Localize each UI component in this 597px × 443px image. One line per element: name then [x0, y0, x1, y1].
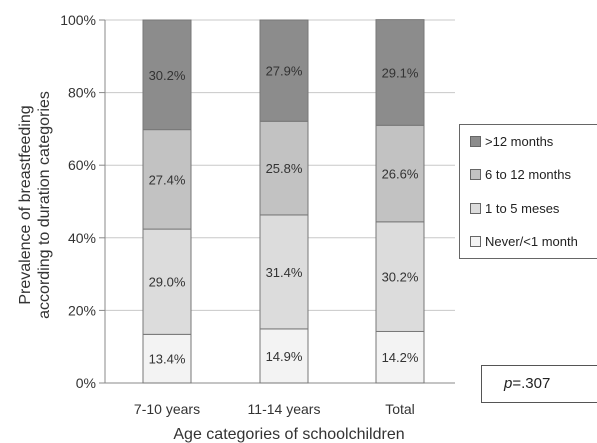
- legend-swatch: [470, 136, 481, 147]
- x-tick-label: 7-10 years: [134, 401, 200, 417]
- legend-item: >12 months: [470, 134, 553, 149]
- x-axis-label: Age categories of schoolchildren: [173, 426, 404, 443]
- data-label: 27.9%: [266, 64, 303, 79]
- bar-segment: [375, 19, 425, 126]
- x-tick-label: 11-14 years: [248, 401, 321, 417]
- legend-swatch: [470, 236, 481, 247]
- data-label: 30.2%: [382, 270, 419, 285]
- bar-segment: [142, 19, 192, 131]
- bar-segment: [259, 19, 309, 122]
- legend-item: 6 to 12 months: [470, 167, 571, 182]
- bar-segment: [142, 129, 192, 230]
- y-tick-label: 40%: [68, 230, 96, 246]
- legend-label: 1 to 5 meses: [485, 201, 560, 216]
- bar-segment: [259, 214, 309, 330]
- data-label: 30.2%: [149, 68, 186, 83]
- y-tick-label: 100%: [60, 12, 96, 28]
- legend: >12 months 6 to 12 months 1 to 5 meses Neve…: [459, 124, 597, 259]
- y-tick-label: 60%: [68, 157, 96, 173]
- data-label: 29.1%: [382, 65, 419, 80]
- data-label: 13.4%: [149, 352, 186, 367]
- y-tick-label: 80%: [68, 85, 96, 101]
- data-label: 31.4%: [266, 265, 303, 280]
- legend-item: Never/<1 month: [470, 234, 578, 249]
- bar-segment: [259, 120, 309, 216]
- bar-segment: [142, 228, 192, 335]
- y-axis-label: Prevalence of breastfeeding according to…: [17, 91, 53, 319]
- bars: 13.4% 29.0% 27.4% 30.2% 14.9% 31.4% 25.8% 27.9%…: [142, 19, 425, 384]
- legend-item: 1 to 5 meses: [470, 201, 559, 216]
- data-label: 14.2%: [382, 350, 419, 365]
- bar-segment: [259, 328, 309, 384]
- data-label: 27.4%: [149, 172, 186, 187]
- x-tick-labels: 7-10 years 11-14 years Total: [134, 401, 415, 417]
- legend-swatch: [470, 203, 481, 214]
- p-value-text: p=.307: [504, 375, 550, 392]
- p-italic: p: [504, 375, 513, 392]
- data-label: 26.6%: [382, 167, 419, 182]
- p-value-box: p=.307: [481, 365, 597, 403]
- bar-segment: [375, 124, 425, 223]
- bar-segment: [375, 221, 425, 332]
- y-tick-labels: 0% 20% 40% 60% 80% 100%: [60, 12, 96, 391]
- data-label: 25.8%: [266, 161, 303, 176]
- legend-label: Never/<1 month: [485, 234, 578, 249]
- legend-swatch: [470, 169, 481, 180]
- x-tick-label: Total: [385, 401, 415, 417]
- bar-segment: [375, 330, 425, 384]
- data-label: 29.0%: [149, 275, 186, 290]
- data-label: 14.9%: [266, 349, 303, 364]
- p-value: =.307: [512, 375, 551, 392]
- y-axis-label-line1: Prevalence of breastfeeding: [17, 105, 34, 304]
- y-tick-label: 20%: [68, 302, 96, 318]
- bar-segment: [142, 333, 192, 384]
- y-axis-label-line2: according to duration categories: [36, 91, 53, 319]
- y-tick-label: 0%: [76, 375, 96, 391]
- legend-label: >12 months: [485, 134, 554, 149]
- legend-label: 6 to 12 months: [485, 167, 571, 182]
